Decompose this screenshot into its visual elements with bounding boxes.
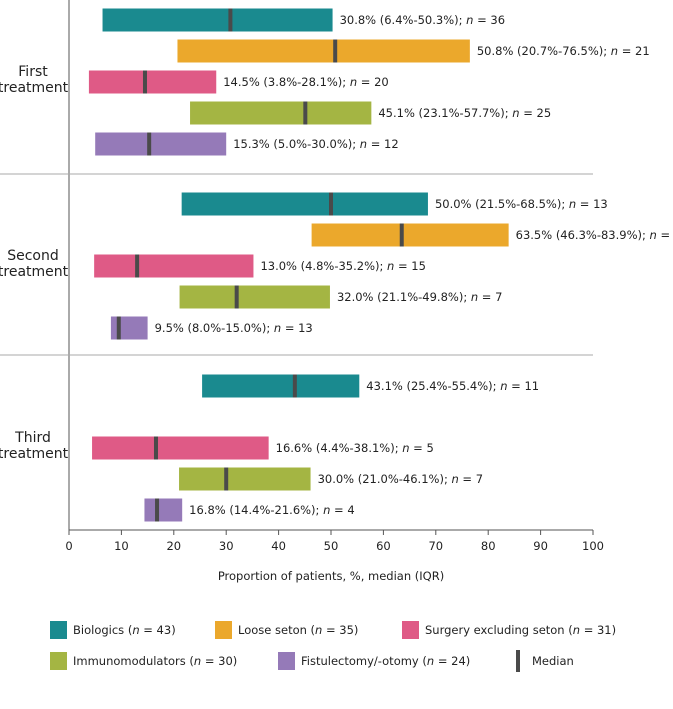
legend-label: Loose seton (n = 35) (238, 623, 358, 637)
group-label: First (18, 64, 48, 80)
data-label: 30.8% (6.4%-50.3%); n = 36 (340, 13, 505, 27)
iqr-bar-biologics (102, 8, 333, 32)
group-label: treatment (0, 80, 69, 96)
x-tick-label: 40 (271, 539, 286, 553)
legend-label: Surgery excluding seton (n = 31) (425, 623, 616, 637)
iqr-bar-loose_seton (177, 39, 470, 63)
legend-label: Biologics (n = 43) (73, 623, 176, 637)
iqr-bar-immunomodulators (179, 467, 311, 491)
iqr-bar-surgery (92, 436, 269, 460)
median-marker (292, 374, 297, 398)
data-label: 30.0% (21.0%-46.1%); n = 7 (318, 472, 483, 486)
x-tick-label: 20 (166, 539, 181, 553)
legend-label: Fistulectomy/-otomy (n = 24) (301, 654, 470, 668)
x-tick-label: 60 (376, 539, 391, 553)
x-axis-title: Proportion of patients, %, median (IQR) (218, 569, 444, 583)
iqr-bar-loose_seton (311, 223, 509, 247)
data-label: 50.0% (21.5%-68.5%); n = 13 (435, 197, 608, 211)
legend-swatch-surgery (402, 621, 419, 639)
legend-swatch-biologics (50, 621, 67, 639)
median-marker (116, 316, 121, 340)
data-label: 45.1% (23.1%-57.7%); n = 25 (378, 106, 551, 120)
iqr-bar-fistulectomy (110, 316, 148, 340)
data-label: 32.0% (21.1%-49.8%); n = 7 (337, 290, 502, 304)
data-label: 63.5% (46.3%-83.9%); n = 20 (516, 228, 673, 242)
group-label: Third (14, 430, 51, 446)
median-marker (155, 498, 160, 522)
median-marker (147, 132, 152, 156)
data-label: 16.6% (4.4%-38.1%); n = 5 (276, 441, 434, 455)
x-tick-label: 100 (582, 539, 604, 553)
group-label: treatment (0, 264, 69, 280)
legend-label: Median (532, 654, 574, 668)
data-label: 9.5% (8.0%-15.0%); n = 13 (155, 321, 313, 335)
legend-swatch-fistulectomy (278, 652, 295, 670)
legend-swatch-immunomodulators (50, 652, 67, 670)
group-label: treatment (0, 446, 69, 462)
data-label: 50.8% (20.7%-76.5%); n = 21 (477, 44, 650, 58)
x-tick-label: 30 (219, 539, 234, 553)
iqr-bar-immunomodulators (179, 285, 330, 309)
median-marker (303, 101, 308, 125)
iqr-bar-biologics (181, 192, 428, 216)
x-tick-label: 10 (114, 539, 129, 553)
data-label: 15.3% (5.0%-30.0%); n = 12 (233, 137, 398, 151)
data-label: 13.0% (4.8%-35.2%); n = 15 (260, 259, 425, 273)
x-tick-label: 70 (428, 539, 443, 553)
x-tick-label: 50 (324, 539, 339, 553)
legend-swatch-loose_seton (215, 621, 232, 639)
x-tick-label: 80 (481, 539, 496, 553)
median-marker (135, 254, 140, 278)
legend-label: Immunomodulators (n = 30) (73, 654, 237, 668)
median-marker (142, 70, 147, 94)
iqr-bar-immunomodulators (190, 101, 372, 125)
data-label: 14.5% (3.8%-28.1%); n = 20 (223, 75, 388, 89)
iqr-bar-biologics (202, 374, 360, 398)
median-marker (333, 39, 338, 63)
median-marker (329, 192, 333, 216)
iqr-bar-surgery (94, 254, 254, 278)
iqr-bar-fistulectomy (95, 132, 227, 156)
data-label: 16.8% (14.4%-21.6%); n = 4 (189, 503, 354, 517)
iqr-bar-surgery (88, 70, 217, 94)
data-label: 43.1% (25.4%-55.4%); n = 11 (366, 379, 539, 393)
median-marker (228, 8, 233, 32)
median-marker (153, 436, 158, 460)
x-tick-label: 0 (65, 539, 72, 553)
x-tick-label: 90 (533, 539, 548, 553)
median-marker (234, 285, 239, 309)
median-marker (399, 223, 404, 247)
iqr-bar-fistulectomy (144, 498, 183, 522)
median-marker (224, 467, 229, 491)
legend-median-swatch (516, 650, 520, 672)
group-label: Second (7, 248, 59, 264)
